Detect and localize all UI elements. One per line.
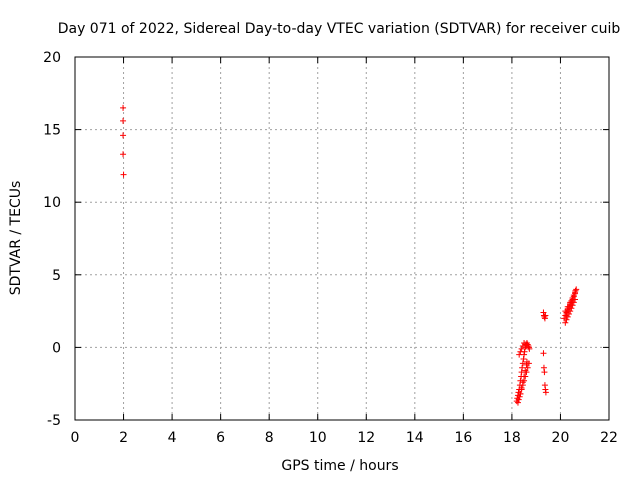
data-point xyxy=(120,151,127,158)
data-point xyxy=(519,382,526,389)
y-tick-label: -5 xyxy=(47,413,61,429)
data-point xyxy=(516,351,523,358)
x-tick-label: 22 xyxy=(600,430,618,446)
x-tick-label: 10 xyxy=(309,430,327,446)
x-tick-label: 4 xyxy=(168,430,177,446)
x-tick-label: 0 xyxy=(71,430,80,446)
data-point xyxy=(519,360,526,367)
y-tick-label: 20 xyxy=(43,50,61,66)
data-point xyxy=(519,364,526,371)
data-point xyxy=(521,377,528,384)
data-point xyxy=(514,399,521,406)
y-axis-label: SDTVAR / TECUs xyxy=(8,181,24,296)
data-point xyxy=(523,369,530,376)
x-tick-label: 12 xyxy=(357,430,375,446)
x-tick-label: 8 xyxy=(265,430,274,446)
grid xyxy=(75,57,609,420)
data-point xyxy=(567,299,574,306)
x-tick-label: 14 xyxy=(406,430,424,446)
y-tick-label: 0 xyxy=(52,340,61,356)
data-point xyxy=(526,345,533,352)
data-point xyxy=(517,390,524,397)
data-point xyxy=(563,311,570,318)
data-point xyxy=(522,341,529,348)
data-point xyxy=(120,171,127,178)
axis-ticks: 0 2 4 6 8 10 12 14 16 18 20 22 -5 0 5 10 15 20 xyxy=(43,50,618,446)
data-point xyxy=(524,364,531,371)
data-point xyxy=(565,305,572,312)
data-point xyxy=(540,350,547,357)
data-point xyxy=(573,286,580,293)
data-point xyxy=(518,386,525,393)
data-point xyxy=(572,290,579,297)
x-axis-label: GPS time / hours xyxy=(281,458,398,474)
x-tick-label: 2 xyxy=(119,430,128,446)
data-point xyxy=(542,312,549,319)
plot-frame xyxy=(74,56,610,421)
data-point xyxy=(522,373,529,380)
data-point xyxy=(541,369,548,376)
data-point xyxy=(525,360,532,367)
data-point xyxy=(564,313,571,320)
y-tick-label: 15 xyxy=(43,123,61,139)
data-point xyxy=(542,389,549,396)
data-point xyxy=(562,319,569,326)
x-tick-label: 18 xyxy=(503,430,521,446)
data-point xyxy=(563,316,570,323)
x-tick-label: 6 xyxy=(216,430,225,446)
data-point xyxy=(564,303,571,310)
data-point xyxy=(120,117,127,124)
data-point xyxy=(516,393,523,400)
data-point xyxy=(120,132,127,139)
data-points xyxy=(120,104,580,406)
data-point xyxy=(518,345,525,352)
data-point xyxy=(521,340,528,347)
y-tick-label: 5 xyxy=(52,268,61,284)
data-point xyxy=(569,295,576,302)
y-tick-label: 10 xyxy=(43,195,61,211)
data-point xyxy=(562,308,569,315)
data-point xyxy=(517,348,524,355)
chart-title: Day 071 of 2022, Sidereal Day-to-day VTE… xyxy=(58,21,621,37)
data-point xyxy=(570,293,577,300)
x-tick-label: 20 xyxy=(552,430,570,446)
data-point xyxy=(120,104,127,111)
x-tick-label: 16 xyxy=(454,430,472,446)
data-point xyxy=(515,396,522,403)
